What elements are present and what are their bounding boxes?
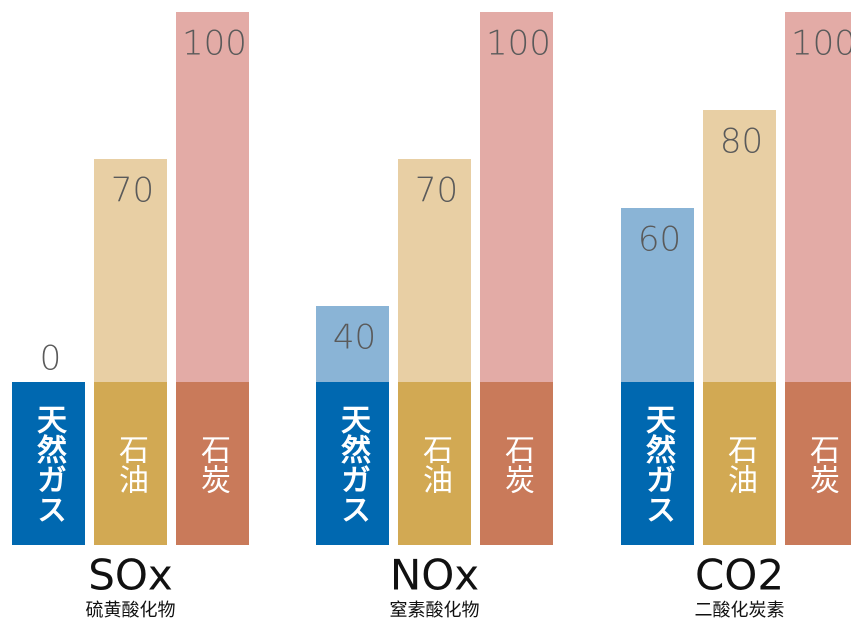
category-label: 天然ガス: [640, 404, 676, 524]
category-block: [12, 382, 85, 545]
bar: [480, 12, 553, 382]
bar: [621, 208, 694, 382]
category-block: [398, 382, 471, 545]
bar: [316, 306, 389, 382]
value-label: 100: [486, 24, 551, 64]
value-label: 40: [333, 318, 376, 358]
bar: [94, 159, 167, 382]
category-block: [785, 382, 851, 545]
category-block: [621, 382, 694, 545]
value-label: 70: [415, 171, 458, 211]
bar: [398, 159, 471, 382]
category-block: [94, 382, 167, 545]
value-label: 80: [720, 122, 763, 162]
value-label: 70: [111, 171, 154, 211]
category-label: 石炭: [195, 434, 231, 494]
category-label: 天然ガス: [335, 404, 371, 524]
category-label: 石炭: [499, 434, 535, 494]
group-title: CO2: [695, 551, 784, 600]
value-label: 0: [40, 339, 62, 379]
value-label: 100: [791, 24, 851, 64]
category-label: 石油: [417, 434, 453, 494]
category-label: 石炭: [804, 434, 840, 494]
bar: [176, 12, 249, 382]
category-block: [480, 382, 553, 545]
category-block: [703, 382, 776, 545]
value-label: 60: [638, 220, 681, 260]
category-block: [176, 382, 249, 545]
value-label: 100: [182, 24, 247, 64]
bar: [703, 110, 776, 382]
category-label: 石油: [722, 434, 758, 494]
group-title: NOx: [390, 551, 479, 600]
group-subtitle: 窒素酸化物: [390, 600, 480, 621]
group-title: SOx: [88, 551, 173, 600]
category-label: 石油: [113, 434, 149, 494]
bar: [785, 12, 851, 382]
category-label: 天然ガス: [31, 404, 67, 524]
category-block: [316, 382, 389, 545]
group-subtitle: 二酸化炭素: [695, 600, 785, 621]
group-subtitle: 硫黄酸化物: [86, 600, 176, 621]
